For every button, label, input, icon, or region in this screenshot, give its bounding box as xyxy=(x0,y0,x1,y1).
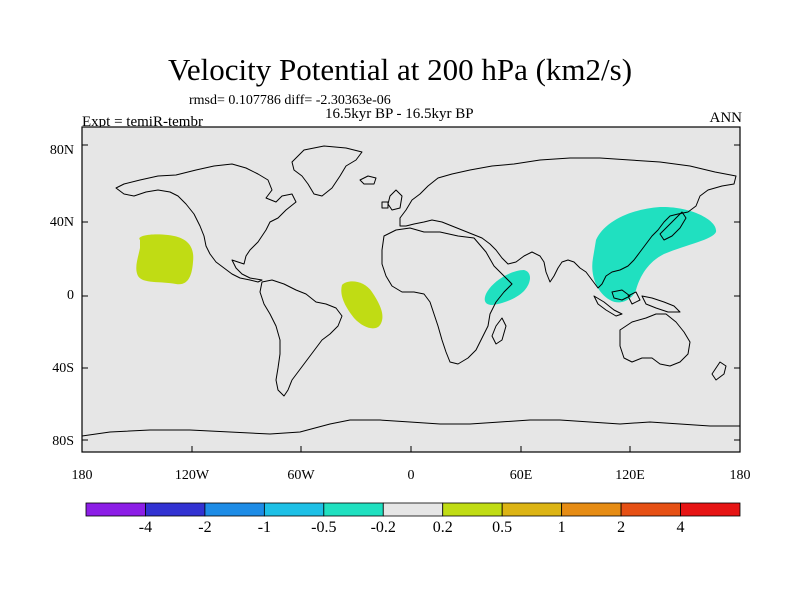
x-tick-label-60w: 60W xyxy=(287,468,315,483)
coastline-japan xyxy=(659,211,687,241)
colorbar-label: 4 xyxy=(676,519,685,536)
stats-line: rmsd= 0.107786 diff= -2.30363e-06 xyxy=(189,93,391,108)
colorbar-segment xyxy=(263,502,325,517)
colorbar-label: 1 xyxy=(557,519,566,536)
axis-ticks xyxy=(81,144,741,452)
anomaly-arabian-sea xyxy=(484,270,530,305)
coastlines xyxy=(82,145,740,452)
coastline-australia xyxy=(619,313,691,367)
colorbar-segment xyxy=(145,502,206,517)
colorbar-label: -4 xyxy=(138,519,153,536)
colorbar-segment xyxy=(323,502,384,517)
coastline-greenland xyxy=(291,145,363,197)
x-tick-label-0: 0 xyxy=(407,468,415,483)
colorbar-label: 2 xyxy=(617,519,626,536)
colorbar-label: 0.2 xyxy=(432,519,453,536)
colorbar-segment xyxy=(680,502,741,517)
map-background xyxy=(82,127,740,452)
x-tick-label-180e: 180 xyxy=(729,468,751,483)
map-title: Velocity Potential at 200 hPa (km2/s) xyxy=(167,52,633,87)
coastline-eurasia xyxy=(399,157,737,289)
x-tick-label-120e: 120E xyxy=(615,468,645,483)
coastline-british-isles xyxy=(381,189,403,211)
colorbar-label: 0.5 xyxy=(492,519,513,536)
anomaly-north-pacific xyxy=(136,234,194,285)
y-tick-label-80N: 80N xyxy=(49,143,74,158)
y-tick-label-40S: 40S xyxy=(52,361,74,376)
coastline-new-zealand xyxy=(711,361,727,381)
period-label: 16.5kyr BP - 16.5kyr BP xyxy=(325,106,474,122)
colorbar-segment xyxy=(501,502,563,517)
anomaly-south-atlantic xyxy=(341,281,383,329)
colorbar-segment xyxy=(85,502,146,517)
colorbar-label: -0.2 xyxy=(370,519,396,536)
coastline-maritime-continent xyxy=(593,289,681,317)
x-tick-label-60e: 60E xyxy=(509,468,533,483)
y-tick-label-0: 0 xyxy=(67,288,74,303)
colorbar-segment xyxy=(442,502,503,517)
colorbar-segment xyxy=(204,502,265,517)
anomaly-east-asia xyxy=(592,206,717,303)
coastline-madagascar xyxy=(491,317,507,345)
y-tick-label-80S: 80S xyxy=(52,434,74,449)
colorbar-segment xyxy=(382,502,444,517)
anomaly-shading xyxy=(136,206,717,329)
colorbar-label: -0.5 xyxy=(311,519,337,536)
colorbar-label: -2 xyxy=(198,519,212,536)
colorbar-segment xyxy=(561,502,622,517)
colorbar xyxy=(85,502,741,517)
colorbar-segment xyxy=(620,502,681,517)
coastline-south-america xyxy=(259,279,343,397)
coastline-iceland xyxy=(359,175,377,185)
x-tick-label-120w: 120W xyxy=(174,468,210,483)
y-tick-label-40N: 40N xyxy=(49,215,74,230)
coastline-antarctica xyxy=(82,419,740,452)
coastline-africa xyxy=(381,227,513,365)
colorbar-label: -1 xyxy=(257,519,272,536)
coastline-north-america xyxy=(115,163,297,283)
x-tick-label-180w: 180 xyxy=(71,468,93,483)
season-label: ANN xyxy=(709,110,743,126)
experiment-label: Expt = temiR-tembr xyxy=(82,114,203,130)
